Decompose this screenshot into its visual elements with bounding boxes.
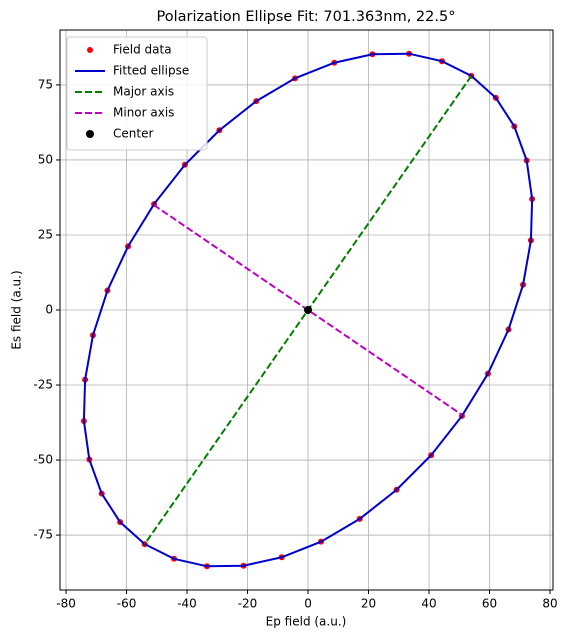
plot-frame [59, 29, 554, 591]
y-tick-label: 75 [38, 77, 53, 91]
y-tick-label: -75 [33, 528, 53, 542]
x-tick-label: -40 [177, 597, 197, 611]
legend-marker [86, 130, 94, 138]
legend-label: Center [113, 127, 153, 141]
chart-title: Polarization Ellipse Fit: 701.363nm, 22.… [157, 9, 456, 25]
y-axis-label: Es field (a.u.) [10, 270, 24, 349]
x-tick-label: -60 [117, 597, 137, 611]
y-tick-label: -25 [33, 378, 53, 392]
legend-label: Fitted ellipse [113, 64, 189, 78]
legend-label: Major axis [113, 85, 174, 99]
y-tick-label: -50 [33, 453, 53, 467]
x-tick-label: 0 [304, 597, 312, 611]
legend-box [66, 36, 208, 151]
y-tick-label: 25 [38, 227, 53, 241]
data-point [304, 306, 313, 314]
x-tick-label: -80 [56, 597, 76, 611]
y-tick-label: 50 [38, 152, 53, 166]
x-tick-label: 80 [542, 597, 557, 611]
x-tick-label: 20 [361, 597, 376, 611]
legend-label: Minor axis [113, 106, 174, 120]
legend-marker [87, 47, 93, 53]
x-tick-label: -20 [238, 597, 258, 611]
x-tick-label: 40 [421, 597, 436, 611]
x-axis-label: Ep field (a.u.) [266, 615, 347, 629]
y-tick-label: 0 [45, 303, 53, 317]
legend-label: Field data [113, 43, 172, 57]
x-tick-label: 60 [482, 597, 497, 611]
